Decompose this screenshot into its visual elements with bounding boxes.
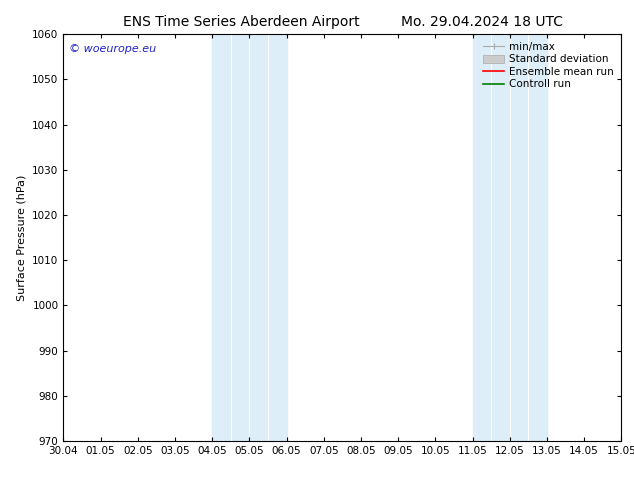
- Bar: [472, 34, 491, 441]
- Bar: [528, 34, 547, 441]
- Text: Mo. 29.04.2024 18 UTC: Mo. 29.04.2024 18 UTC: [401, 15, 563, 29]
- Text: © woeurope.eu: © woeurope.eu: [69, 45, 156, 54]
- Y-axis label: Surface Pressure (hPa): Surface Pressure (hPa): [16, 174, 27, 301]
- Bar: [249, 34, 268, 441]
- Bar: [268, 34, 287, 441]
- Bar: [231, 34, 249, 441]
- Bar: [491, 34, 510, 441]
- Bar: [212, 34, 231, 441]
- Text: ENS Time Series Aberdeen Airport: ENS Time Series Aberdeen Airport: [122, 15, 359, 29]
- Bar: [510, 34, 528, 441]
- Legend: min/max, Standard deviation, Ensemble mean run, Controll run: min/max, Standard deviation, Ensemble me…: [481, 40, 616, 92]
